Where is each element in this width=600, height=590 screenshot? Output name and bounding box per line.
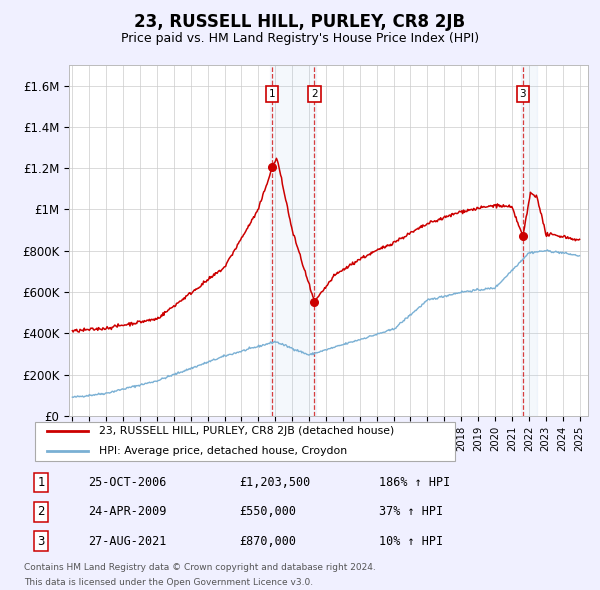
Bar [270, 65, 316, 416]
Text: This data is licensed under the Open Government Licence v3.0.: This data is licensed under the Open Gov… [24, 578, 313, 587]
Text: HPI: Average price, detached house, Croydon: HPI: Average price, detached house, Croy… [100, 446, 347, 456]
Text: 1: 1 [269, 89, 275, 99]
Text: 3: 3 [520, 89, 526, 99]
Text: 2: 2 [38, 505, 45, 519]
Text: 3: 3 [38, 535, 45, 548]
Text: 25-OCT-2006: 25-OCT-2006 [88, 476, 166, 489]
Text: 23, RUSSELL HILL, PURLEY, CR8 2JB: 23, RUSSELL HILL, PURLEY, CR8 2JB [134, 14, 466, 31]
Text: £550,000: £550,000 [239, 505, 296, 519]
FancyBboxPatch shape [35, 422, 455, 461]
Text: 24-APR-2009: 24-APR-2009 [88, 505, 166, 519]
Text: 1: 1 [38, 476, 45, 489]
Text: 23, RUSSELL HILL, PURLEY, CR8 2JB (detached house): 23, RUSSELL HILL, PURLEY, CR8 2JB (detac… [100, 426, 395, 436]
Text: 186% ↑ HPI: 186% ↑ HPI [379, 476, 450, 489]
Text: 37% ↑ HPI: 37% ↑ HPI [379, 505, 443, 519]
Text: Contains HM Land Registry data © Crown copyright and database right 2024.: Contains HM Land Registry data © Crown c… [24, 563, 376, 572]
Text: £1,203,500: £1,203,500 [239, 476, 310, 489]
Text: 2: 2 [311, 89, 318, 99]
Bar [521, 65, 537, 416]
Text: 10% ↑ HPI: 10% ↑ HPI [379, 535, 443, 548]
Text: 27-AUG-2021: 27-AUG-2021 [88, 535, 166, 548]
Text: £870,000: £870,000 [239, 535, 296, 548]
Text: Price paid vs. HM Land Registry's House Price Index (HPI): Price paid vs. HM Land Registry's House … [121, 32, 479, 45]
